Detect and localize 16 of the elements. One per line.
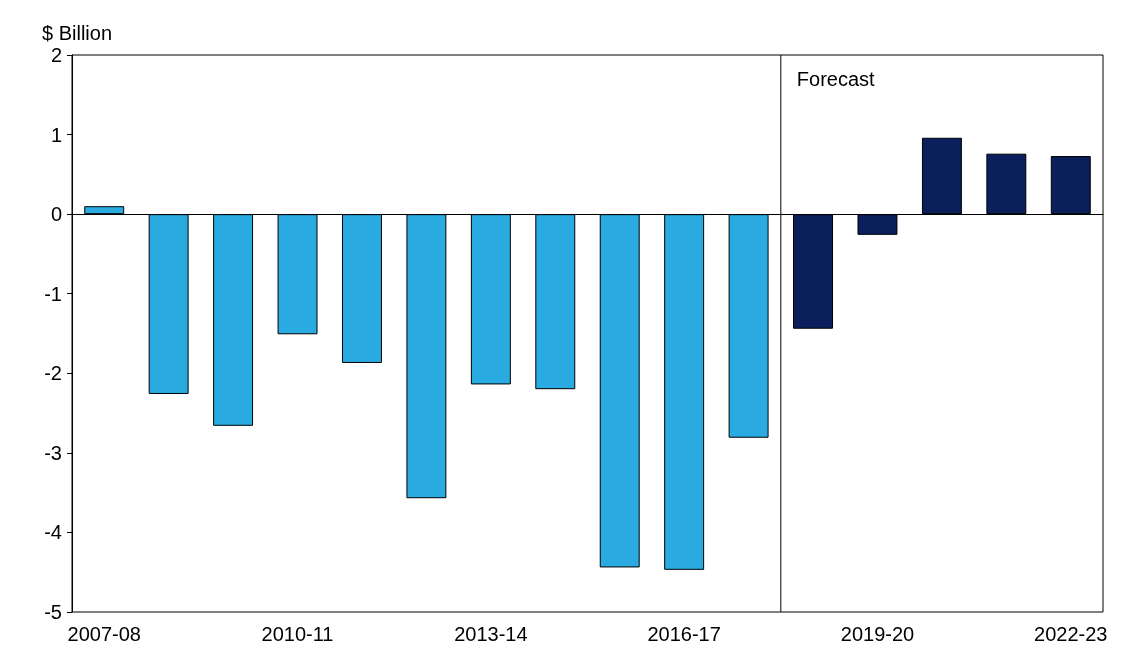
x-tick-label: 2022-23 bbox=[1034, 623, 1108, 645]
x-tick-label: 2019-20 bbox=[840, 623, 915, 645]
y-tick-label: -4 bbox=[44, 521, 62, 544]
annotation: Forecast bbox=[796, 68, 876, 90]
y-tick-label: 0 bbox=[50, 203, 62, 226]
x-tick-label: 2016-17 bbox=[647, 623, 721, 645]
y-axis-title: $ Billion bbox=[42, 22, 113, 44]
y-tick-label: -1 bbox=[44, 282, 62, 305]
y-tick-label: -2 bbox=[44, 362, 62, 385]
y-tick-label: -3 bbox=[44, 441, 62, 464]
y-tick-label: 1 bbox=[50, 123, 62, 146]
x-tick-label: 2007-08 bbox=[67, 623, 141, 645]
x-tick-label: 2010-11 bbox=[261, 623, 334, 645]
x-tick-label: 2013-14 bbox=[454, 623, 528, 645]
y-tick-label: 2 bbox=[50, 44, 62, 66]
y-tick-label: -5 bbox=[44, 601, 62, 623]
